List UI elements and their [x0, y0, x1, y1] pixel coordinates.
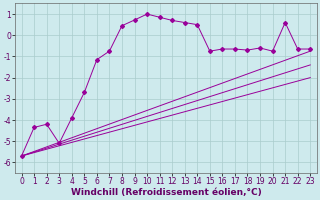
X-axis label: Windchill (Refroidissement éolien,°C): Windchill (Refroidissement éolien,°C)	[70, 188, 261, 197]
